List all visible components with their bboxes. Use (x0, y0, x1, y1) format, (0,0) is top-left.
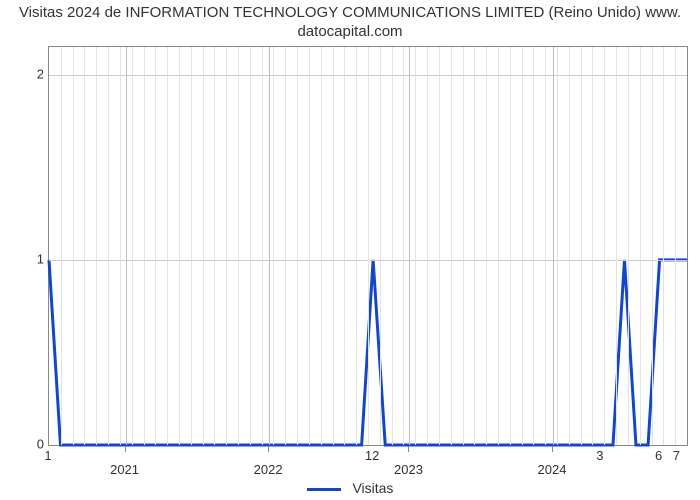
x-gridline-minor (144, 47, 145, 445)
x-gridline-minor (273, 47, 274, 445)
x-gridline-minor (581, 47, 582, 445)
x-tick (125, 446, 126, 452)
x-gridline-minor (120, 47, 121, 445)
x-gridline-minor (344, 47, 345, 445)
x-gridline-minor (427, 47, 428, 445)
x-gridline-minor (167, 47, 168, 445)
x-tick-label-minor: 12 (365, 448, 379, 463)
y-tick-label: 2 (4, 66, 44, 81)
x-gridline-minor (297, 47, 298, 445)
x-gridline-minor (238, 47, 239, 445)
chart-title: Visitas 2024 de INFORMATION TECHNOLOGY C… (0, 4, 700, 42)
x-gridline-minor (309, 47, 310, 445)
y-tick-label: 1 (4, 251, 44, 266)
x-gridline-minor (604, 47, 605, 445)
x-gridline-minor (392, 47, 393, 445)
x-gridline-minor (250, 47, 251, 445)
x-gridline-minor (616, 47, 617, 445)
x-tick-label-minor: 3 (596, 448, 603, 463)
x-gridline-minor (474, 47, 475, 445)
x-tick-label-year: 2021 (110, 462, 139, 477)
x-gridline-minor (498, 47, 499, 445)
x-gridline-minor (356, 47, 357, 445)
x-gridline-minor (191, 47, 192, 445)
x-gridline-minor (155, 47, 156, 445)
x-gridline-minor (569, 47, 570, 445)
x-gridline-minor (262, 47, 263, 445)
x-gridline-minor (640, 47, 641, 445)
x-gridline-minor (663, 47, 664, 445)
x-gridline-minor (510, 47, 511, 445)
x-gridline-minor (557, 47, 558, 445)
x-tick-label-minor: 7 (673, 448, 680, 463)
x-tick-label-minor: 6 (655, 448, 662, 463)
x-gridline-minor (333, 47, 334, 445)
x-gridline-minor (132, 47, 133, 445)
x-gridline-minor (628, 47, 629, 445)
x-gridline-minor (403, 47, 404, 445)
x-tick (408, 446, 409, 452)
x-gridline-minor (226, 47, 227, 445)
x-gridline-minor (652, 47, 653, 445)
x-gridline-minor (380, 47, 381, 445)
x-gridline-minor (321, 47, 322, 445)
legend-swatch (307, 488, 341, 491)
x-gridline-minor (108, 47, 109, 445)
chart-title-line1: Visitas 2024 de INFORMATION TECHNOLOGY C… (19, 4, 681, 21)
x-gridline-minor (522, 47, 523, 445)
x-gridline-minor (675, 47, 676, 445)
y-tick-label: 0 (4, 437, 44, 452)
x-gridline-minor (61, 47, 62, 445)
x-gridline-minor (451, 47, 452, 445)
x-gridline-minor (533, 47, 534, 445)
x-gridline-minor (203, 47, 204, 445)
x-gridline-minor (592, 47, 593, 445)
x-tick-label-year: 2023 (394, 462, 423, 477)
x-gridline-minor (214, 47, 215, 445)
x-tick (268, 446, 269, 452)
x-gridline-minor (179, 47, 180, 445)
x-gridline-minor (84, 47, 85, 445)
plot-area (48, 46, 688, 446)
legend-label: Visitas (352, 480, 393, 496)
x-gridline-minor (545, 47, 546, 445)
x-tick-label-minor: 1 (44, 448, 51, 463)
x-gridline-minor (73, 47, 74, 445)
x-gridline-major (553, 47, 554, 445)
x-gridline-major (269, 47, 270, 445)
x-gridline-minor (486, 47, 487, 445)
x-gridline-minor (285, 47, 286, 445)
x-tick-label-year: 2022 (254, 462, 283, 477)
legend: Visitas (0, 480, 700, 496)
x-gridline-minor (415, 47, 416, 445)
x-gridline-major (126, 47, 127, 445)
chart-container: Visitas 2024 de INFORMATION TECHNOLOGY C… (0, 0, 700, 500)
x-tick-label-year: 2024 (538, 462, 567, 477)
x-tick (552, 446, 553, 452)
x-gridline-minor (368, 47, 369, 445)
chart-title-line2: datocapital.com (297, 23, 402, 40)
x-gridline-minor (439, 47, 440, 445)
x-gridline-minor (463, 47, 464, 445)
x-gridline-minor (96, 47, 97, 445)
x-gridline-major (409, 47, 410, 445)
